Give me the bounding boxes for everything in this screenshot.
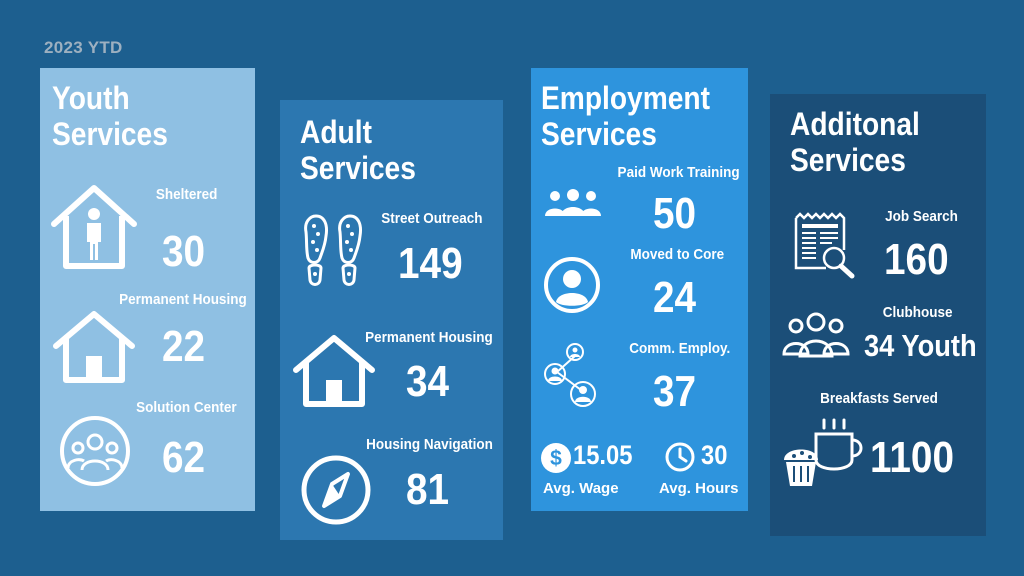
employment-avg-hours-value: 30 [701,440,728,470]
compass-icon [300,454,372,526]
house-icon [50,308,138,386]
additional-job-search-value: 160 [884,235,949,284]
adult-housing-navigation-label: Housing Navigation [366,436,493,453]
house-icon [290,332,378,410]
employment-comm-employ-value: 37 [653,367,697,416]
employment-services-panel: Employment Services Paid Work Training 5… [531,68,748,511]
clock-icon [665,442,695,472]
additional-breakfasts-served-value: 1100 [870,433,955,482]
additional-clubhouse-label: Clubhouse [882,304,952,321]
youth-solution-center-value: 62 [162,433,206,482]
employment-title: Employment Services [541,80,710,152]
employment-paid-work-training-value: 50 [653,189,697,238]
youth-title: Youth Services [52,80,168,152]
additional-services-panel: Additonal Services Job Search 160 Clubho… [770,94,986,536]
employment-avg-hours-label: Avg. Hours [659,480,739,497]
dollar-icon: $ [540,442,572,474]
group-icon [543,188,603,218]
additional-breakfasts-served-label: Breakfasts Served [820,390,938,407]
newspaper-search-icon [790,210,856,280]
employment-comm-employ-label: Comm. Employ. [628,340,730,357]
svg-text:$: $ [550,447,562,470]
adult-permanent-housing-value: 34 [406,357,450,406]
youth-permanent-housing-value: 22 [162,322,206,371]
breakfast-icon [780,416,866,490]
employment-paid-work-training-label: Paid Work Training [617,164,740,181]
adult-services-panel: Adult Services Street Outreach 149 Perma… [280,100,503,540]
adult-street-outreach-label: Street Outreach [381,210,483,227]
group-circle-icon [58,414,132,488]
period-label: 2023 YTD [44,38,123,57]
employment-avg-wage-value: 15.05 [573,440,633,470]
additional-clubhouse-value: 34 Youth [864,328,977,363]
adult-permanent-housing-label: Permanent Housing [365,329,493,346]
youth-services-panel: Youth Services Sheltered 30 Permanent Ho… [40,68,255,511]
employment-avg-wage-label: Avg. Wage [543,480,619,497]
people-icon [782,310,850,358]
adult-housing-navigation-value: 81 [406,465,450,514]
employment-moved-to-core-value: 24 [653,273,697,322]
network-icon [539,340,603,410]
person-in-house-icon [48,180,140,272]
person-circle-icon [543,256,601,314]
adult-street-outreach-value: 149 [398,239,463,288]
youth-sheltered-value: 30 [162,227,206,276]
youth-solution-center-label: Solution Center [136,399,237,416]
additional-title: Additonal Services [790,106,920,178]
employment-moved-to-core-label: Moved to Core [630,246,724,263]
adult-title: Adult Services [300,114,416,186]
youth-permanent-housing-label: Permanent Housing [119,291,247,308]
footprints-icon [300,212,366,288]
youth-sheltered-label: Sheltered [155,186,217,203]
additional-job-search-label: Job Search [885,208,958,225]
